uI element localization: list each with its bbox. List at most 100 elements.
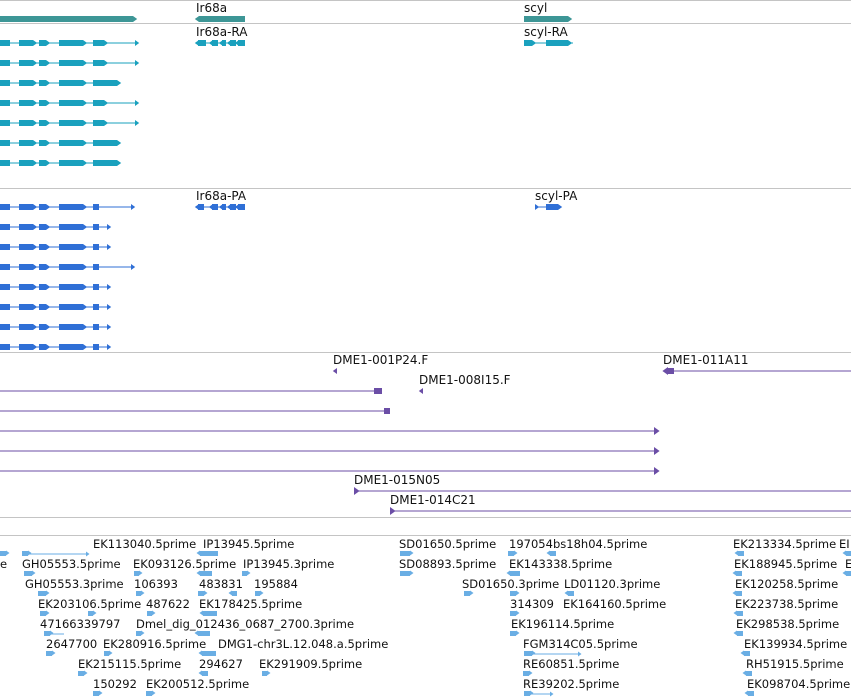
transcript-glyph[interactable] [0,60,10,66]
transcript-glyph[interactable] [0,160,10,166]
transcript-glyph[interactable] [524,40,532,46]
est-label[interactable]: 314309 [510,597,554,611]
est-label[interactable]: IP13945.3prime [243,557,335,571]
transcript-glyph[interactable] [83,80,88,86]
protein-glyph[interactable] [46,224,51,230]
est-glyph[interactable] [267,670,271,676]
protein-glyph[interactable] [0,264,10,270]
protein-glyph[interactable] [208,204,213,210]
est-glyph[interactable] [38,591,46,596]
est-glyph[interactable] [464,591,470,596]
protein-glyph[interactable] [238,204,245,210]
est-glyph[interactable] [514,550,518,556]
transcript-glyph[interactable] [93,100,104,106]
protein-glyph[interactable] [19,304,33,310]
transcript-glyph[interactable] [33,100,38,106]
est-label[interactable]: FGM314C05.5prime [523,637,638,651]
protein-glyph[interactable] [93,224,99,230]
est-glyph[interactable] [141,630,145,636]
est-label[interactable]: LD01120.3prime [564,577,661,591]
est-label[interactable]: 483831 [199,577,243,591]
protein-glyph[interactable] [39,204,46,210]
clone-glyph[interactable] [668,368,674,374]
est-glyph[interactable] [516,610,520,616]
est-glyph[interactable] [32,570,36,576]
est-glyph[interactable] [147,611,152,616]
transcript-glyph[interactable] [19,100,33,106]
protein-glyph[interactable] [93,304,99,310]
transcript-glyph[interactable] [19,40,33,46]
protein-glyph[interactable] [83,284,88,290]
protein-glyph[interactable] [33,304,38,310]
clone-label[interactable]: DME1-008I15.F [419,373,511,387]
est-label[interactable]: 294627 [199,657,243,671]
clone-glyph[interactable] [374,388,382,394]
clone-glyph[interactable] [654,467,660,475]
protein-glyph[interactable] [59,204,83,210]
est-glyph[interactable] [550,691,554,697]
protein-glyph[interactable] [0,224,10,230]
est-glyph[interactable] [736,591,742,596]
est-label[interactable]: 47166339797 [40,617,121,631]
est-glyph[interactable] [199,610,204,616]
transcript-glyph[interactable] [33,160,38,166]
protein-glyph[interactable] [46,204,51,210]
transcript-glyph[interactable] [93,160,117,166]
est-label[interactable]: SD01650.3prime [462,577,560,591]
est-glyph[interactable] [733,630,738,636]
est-glyph[interactable] [52,650,56,656]
est-label[interactable]: EK291909.5prime [259,657,363,671]
transcript-glyph[interactable] [546,40,568,46]
est-glyph[interactable] [510,591,516,596]
transcript-glyph[interactable] [46,160,51,166]
est-glyph[interactable] [141,590,145,596]
est-glyph[interactable] [28,550,32,556]
protein-glyph[interactable] [212,204,218,210]
transcript-glyph[interactable] [46,60,51,66]
est-label[interactable]: 197054 [509,537,553,551]
est-glyph[interactable] [410,550,414,556]
transcript-glyph[interactable] [39,40,46,46]
transcript-glyph[interactable] [218,40,223,46]
est-label[interactable]: EK215115.5prime [78,657,182,671]
est-label[interactable]: 150292 [93,677,137,691]
protein-glyph[interactable] [107,324,112,330]
protein-glyph[interactable] [131,204,136,210]
transcript-glyph[interactable] [135,40,140,46]
protein-glyph[interactable] [93,204,99,210]
protein-glyph[interactable] [107,304,112,310]
transcript-glyph[interactable] [83,140,88,146]
est-glyph[interactable] [523,671,529,676]
est-label[interactable]: GH05553.3prime [25,577,124,591]
protein-glyph[interactable] [546,204,558,210]
protein-glyph[interactable] [19,284,33,290]
protein-glyph[interactable] [19,224,33,230]
est-glyph[interactable] [202,651,216,656]
est-glyph[interactable] [78,671,84,676]
transcript-glyph[interactable] [0,40,10,46]
transcript-glyph[interactable] [46,80,51,86]
protein-glyph[interactable] [46,304,51,310]
transcript-glyph[interactable] [532,40,537,46]
protein-glyph[interactable] [93,344,99,350]
transcript-glyph[interactable] [93,140,117,146]
transcript-glyph[interactable] [59,160,83,166]
est-glyph[interactable] [134,571,139,576]
est-glyph[interactable] [203,611,217,616]
transcript-glyph[interactable] [104,40,109,46]
protein-glyph[interactable] [0,284,10,290]
protein-glyph[interactable] [59,244,83,250]
transcript-glyph[interactable] [104,60,109,66]
transcript-glyph[interactable] [59,40,83,46]
est-glyph[interactable] [846,571,851,576]
est-glyph[interactable] [194,630,199,636]
protein-glyph[interactable] [59,344,83,350]
est-label[interactable]: EK143338.5prime [509,557,613,571]
est-label[interactable]: EK188945.5prime [734,557,838,571]
est-glyph[interactable] [510,611,516,616]
protein-glyph[interactable] [0,244,10,250]
protein-glyph[interactable] [83,224,88,230]
clone-glyph[interactable] [354,487,360,495]
protein-glyph[interactable] [39,304,46,310]
est-glyph[interactable] [508,551,514,556]
